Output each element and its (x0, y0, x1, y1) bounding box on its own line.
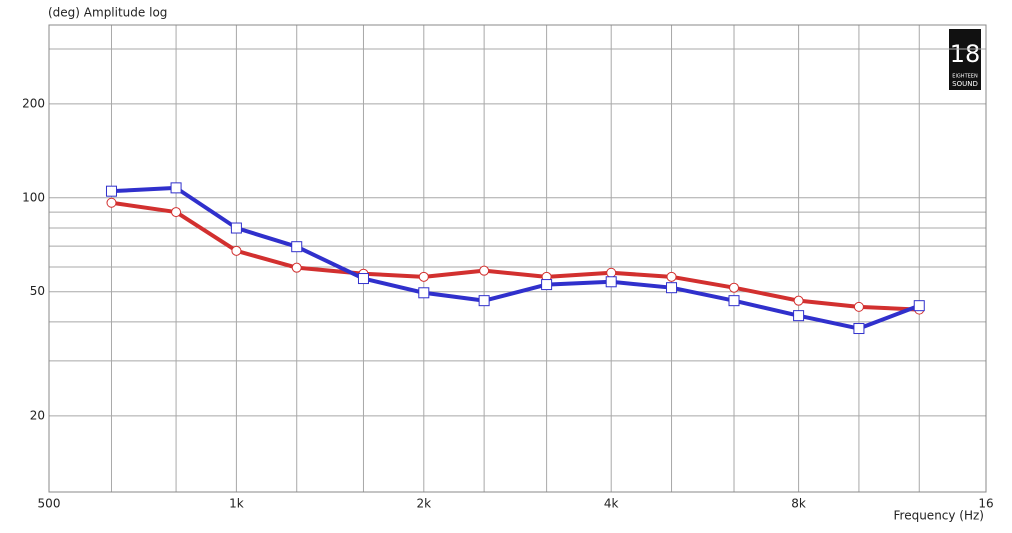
y-tick-label: 50 (30, 284, 45, 298)
point (913, 300, 925, 312)
logo-number: 18 (950, 40, 981, 68)
point (479, 265, 490, 276)
point (606, 267, 617, 278)
logo: 18 EIGHTEEN SOUND (949, 29, 981, 90)
point (170, 182, 182, 194)
point (291, 262, 302, 273)
chart-title: (deg) Amplitude log (48, 6, 167, 20)
point (106, 197, 117, 208)
plot-frame (48, 24, 987, 493)
x-tick-label: 16 (978, 497, 993, 511)
grid (48, 25, 987, 492)
point (605, 276, 617, 288)
point (418, 287, 430, 299)
point (357, 273, 369, 285)
series-line (111, 200, 920, 312)
x-tick-label: 500 (38, 497, 61, 511)
y-tick-label: 100 (22, 190, 45, 204)
point (728, 295, 740, 307)
logo-box (949, 29, 981, 90)
point (793, 310, 805, 322)
point (853, 301, 864, 312)
x-tick-label: 1k (229, 497, 244, 511)
y-tick-label: 20 (30, 408, 45, 422)
point (291, 241, 303, 253)
logo-line2: SOUND (952, 80, 978, 88)
point (853, 323, 865, 335)
point (230, 222, 242, 234)
point (105, 185, 117, 197)
point (729, 282, 740, 293)
logo-line1: EIGHTEEN (952, 74, 978, 80)
x-tick-label: 4k (604, 497, 619, 511)
point (478, 295, 490, 307)
series-line (111, 185, 920, 331)
point (666, 282, 678, 294)
point (793, 295, 804, 306)
x-tick-label: 2k (417, 497, 432, 511)
x-axis-label: Frequency (Hz) (894, 509, 985, 523)
point (171, 207, 182, 218)
point (666, 271, 677, 282)
point (231, 245, 242, 256)
point (418, 271, 429, 282)
point (541, 279, 553, 291)
x-tick-label: 8k (791, 497, 806, 511)
y-tick-label: 200 (22, 96, 45, 110)
